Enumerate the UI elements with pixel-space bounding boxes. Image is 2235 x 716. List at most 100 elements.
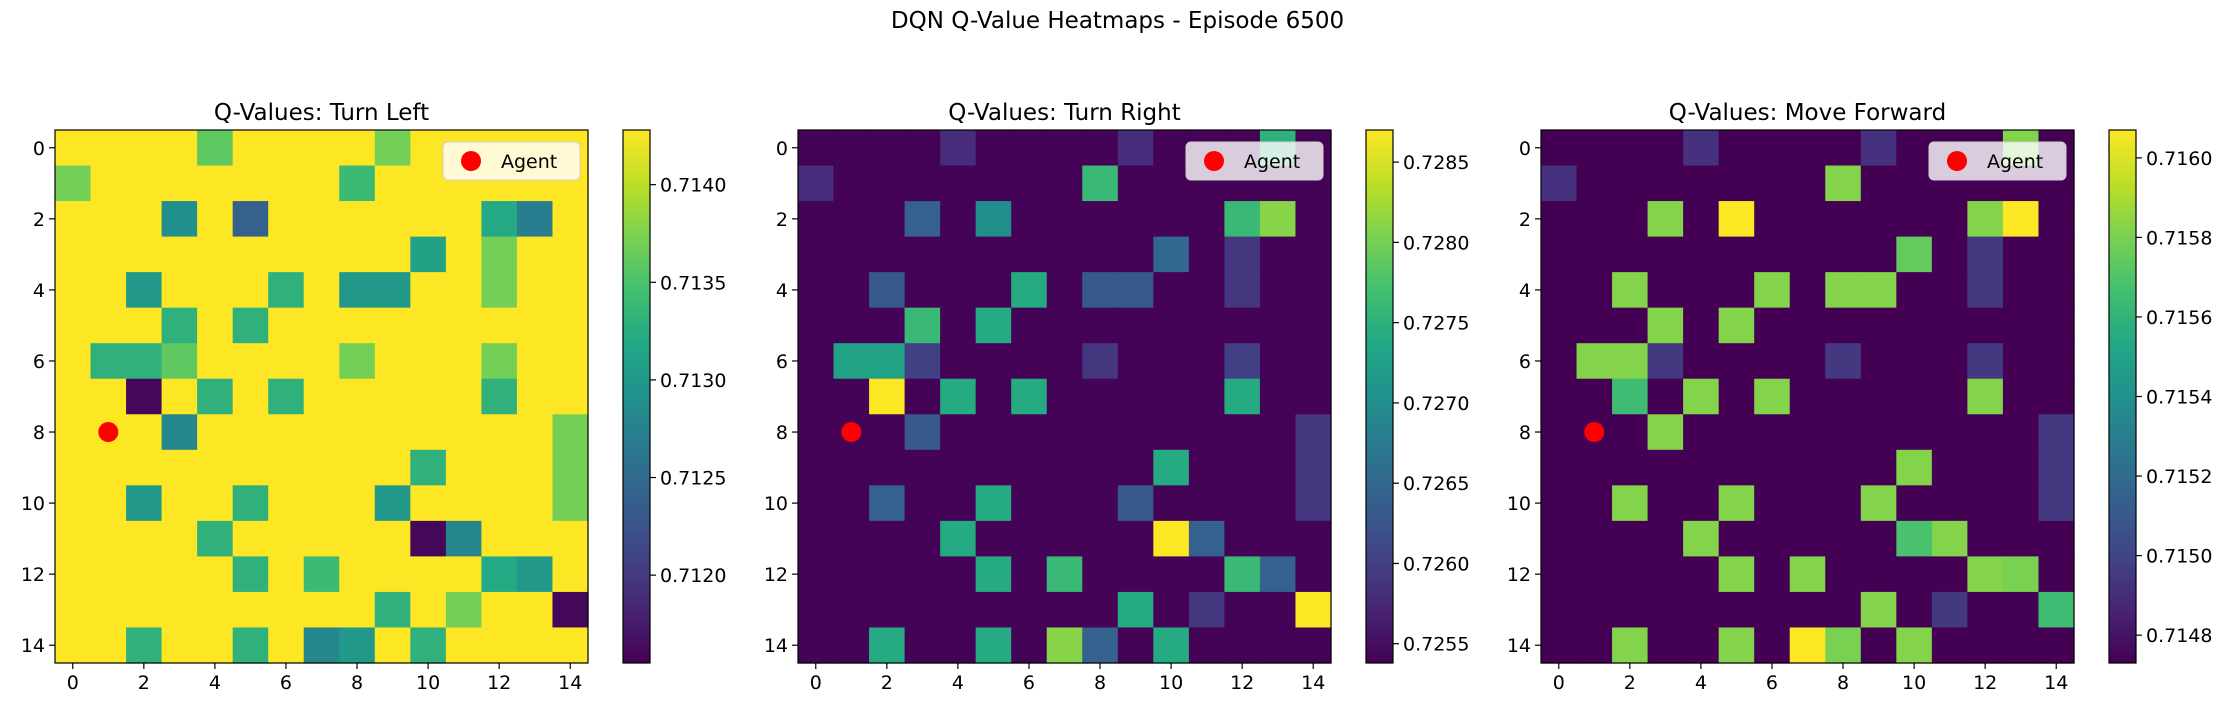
heatmap-cell <box>90 165 127 202</box>
heatmap-cell <box>1046 485 1083 522</box>
heatmap-cell <box>303 449 340 486</box>
heatmap-cell <box>1082 485 1119 522</box>
heatmap-cell <box>516 236 554 273</box>
heatmap-cell <box>232 378 269 415</box>
heatmap-cell <box>197 272 234 309</box>
colorbar-tick-label: 0.7275 <box>1403 313 1469 335</box>
heatmap-cell <box>303 343 340 380</box>
heatmap-cell <box>1082 627 1119 664</box>
heatmap-cell <box>303 556 340 593</box>
heatmap-cell <box>126 591 163 629</box>
heatmap-cell <box>1224 449 1261 486</box>
heatmap-cell <box>55 414 92 451</box>
heatmap-cell <box>1576 307 1613 344</box>
colorbar-tick-label: 0.7130 <box>660 370 726 392</box>
heatmap-cell <box>2038 343 2075 380</box>
heatmap-cell <box>1117 307 1154 344</box>
heatmap-cell <box>552 556 589 593</box>
y-tick-label: 10 <box>764 493 788 515</box>
heatmap-cell <box>1718 485 1755 522</box>
heatmap-cell <box>1011 591 1048 629</box>
heatmap-cell <box>1825 556 1862 593</box>
heatmap-cell <box>197 343 234 380</box>
heatmap-cell <box>339 130 376 167</box>
heatmap-cell <box>1718 201 1755 238</box>
heatmap-cell <box>1931 485 1968 522</box>
heatmap-cell <box>1612 307 1649 344</box>
heatmap-cell <box>904 201 941 238</box>
heatmap-cell <box>1789 485 1826 522</box>
heatmap-cell <box>90 307 127 344</box>
heatmap-cell <box>339 485 376 522</box>
heatmap-cell <box>374 520 411 557</box>
heatmap-cell <box>1153 556 1190 593</box>
agent-marker <box>1584 422 1605 443</box>
x-tick-label: 10 <box>416 672 440 694</box>
heatmap-cell <box>445 307 482 344</box>
heatmap-cell <box>1541 130 1578 167</box>
heatmap-cell <box>1612 414 1649 451</box>
heatmap-cell <box>1860 627 1897 664</box>
heatmap-cell <box>55 556 92 593</box>
heatmap-cell <box>552 272 589 309</box>
heatmap-cell <box>2038 307 2075 344</box>
heatmap-cell <box>197 201 234 238</box>
heatmap-cell <box>339 343 376 380</box>
heatmap-cell <box>1860 591 1897 629</box>
heatmap-cell <box>339 556 376 593</box>
heatmap-cell <box>2002 201 2040 238</box>
x-tick-label: 2 <box>138 672 150 694</box>
heatmap-cell <box>1683 485 1720 522</box>
heatmap-cell <box>1295 591 1332 629</box>
heatmap-cell <box>1153 201 1190 238</box>
heatmap-cell <box>339 449 376 486</box>
heatmap-cell <box>410 272 447 309</box>
heatmap-cell <box>1082 272 1119 309</box>
heatmap-cell <box>1259 627 1297 664</box>
heatmap-cell <box>1612 449 1649 486</box>
heatmap-cell <box>268 449 305 486</box>
heatmap-cell <box>833 343 870 380</box>
heatmap-cell <box>197 627 234 664</box>
heatmap-cell <box>1046 130 1083 167</box>
heatmap-cell <box>1576 591 1613 629</box>
heatmap-cell <box>1259 378 1297 415</box>
heatmap-cell <box>940 556 977 593</box>
heatmap-cell <box>1612 130 1649 167</box>
y-tick-label: 0 <box>33 138 45 160</box>
heatmap-cell <box>1224 520 1261 557</box>
heatmap-cell <box>833 378 870 415</box>
heatmap-cell <box>1046 272 1083 309</box>
heatmap-cell <box>90 272 127 309</box>
heatmap-cell <box>1718 520 1755 557</box>
x-tick-label: 10 <box>1159 672 1183 694</box>
heatmap-cell <box>833 130 870 167</box>
legend-box <box>1928 141 2067 181</box>
axes-frame <box>54 129 589 664</box>
x-tick-label: 0 <box>67 672 79 694</box>
heatmap-cell <box>904 307 941 344</box>
heatmap-cell <box>975 556 1012 593</box>
heatmap-cell <box>481 556 518 593</box>
heatmap-cell <box>1295 449 1332 486</box>
heatmap-cell <box>1295 307 1332 344</box>
heatmap-cell <box>1576 378 1613 415</box>
heatmap-cell <box>374 201 411 238</box>
heatmap-cell <box>1224 201 1261 238</box>
heatmap-cell <box>1188 201 1225 238</box>
heatmap-cell <box>1541 520 1578 557</box>
heatmap-cell <box>1931 272 1968 309</box>
heatmap-cell <box>516 307 554 344</box>
y-tick-label: 14 <box>21 635 45 657</box>
heatmap-cell <box>55 307 92 344</box>
heatmap-cell <box>374 485 411 522</box>
heatmap-cell <box>798 272 835 309</box>
heatmap-cell <box>90 485 127 522</box>
heatmap-cell <box>161 485 198 522</box>
heatmap-cell <box>1576 343 1613 380</box>
heatmap-cell <box>1896 272 1933 309</box>
x-tick-label: 4 <box>209 672 221 694</box>
heatmap-cell <box>1541 556 1578 593</box>
heatmap-cell <box>232 165 269 202</box>
heatmap-cell <box>1896 130 1933 167</box>
